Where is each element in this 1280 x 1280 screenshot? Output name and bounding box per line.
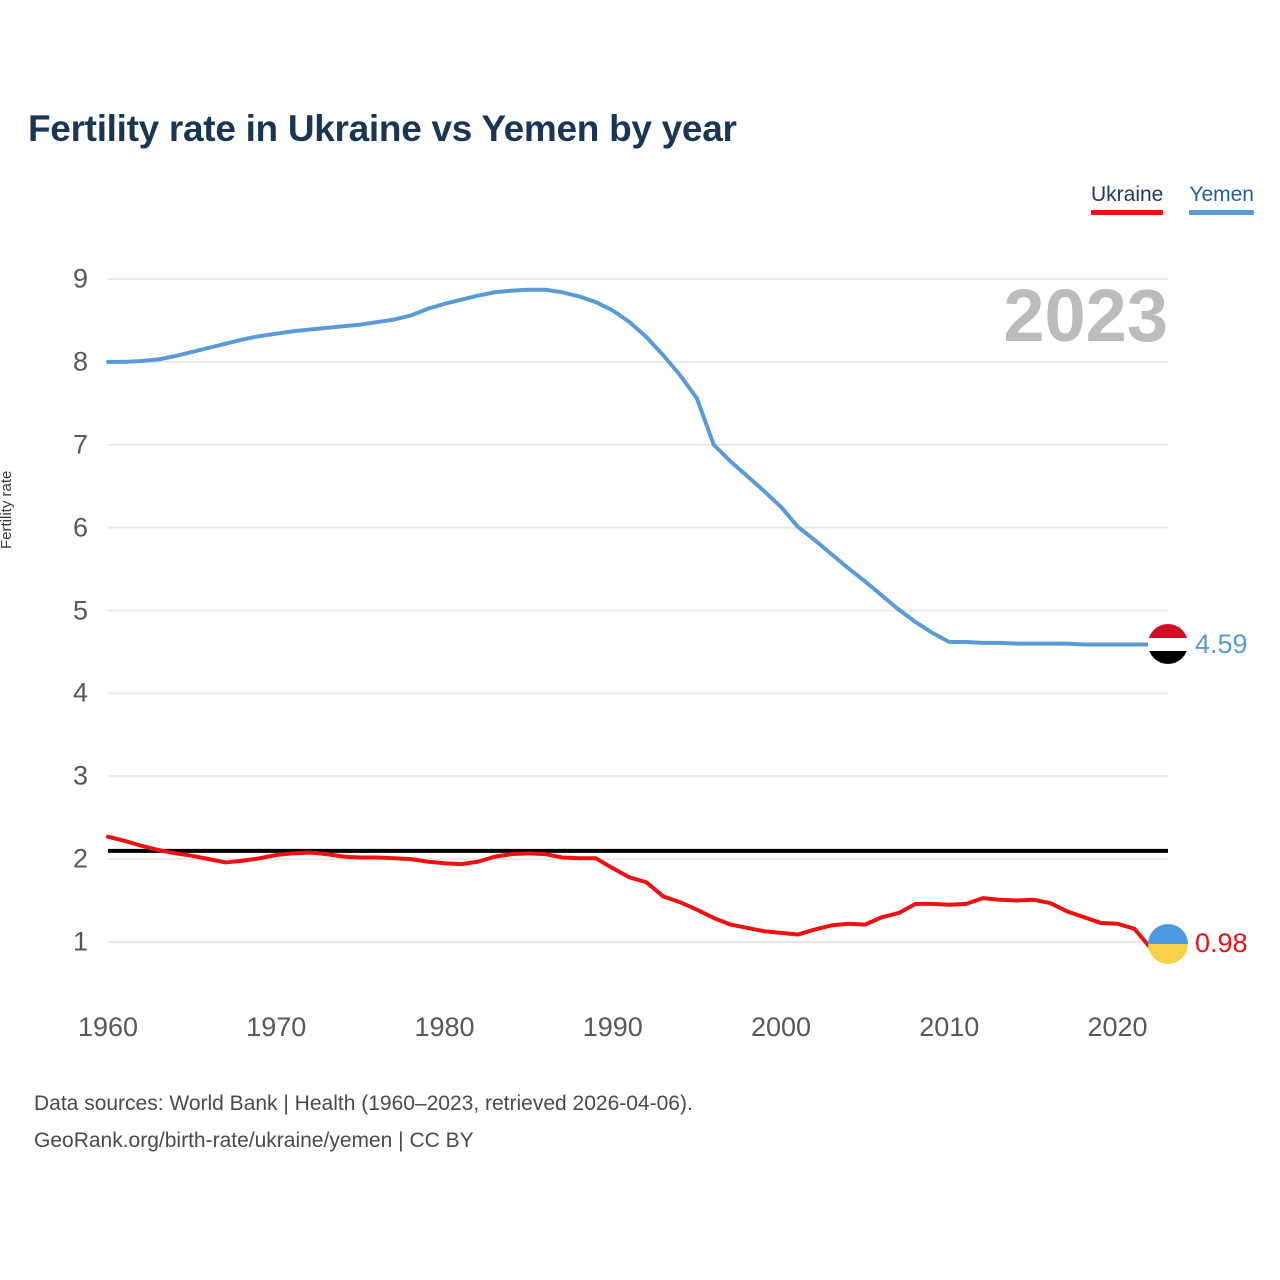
y-tick-label: 7 <box>72 429 88 460</box>
legend-item-yemen[interactable]: Yemen <box>1189 182 1254 215</box>
x-tick-label: 1980 <box>414 1012 475 1042</box>
footer-attribution: GeoRank.org/birth-rate/ukraine/yemen | C… <box>34 1129 474 1152</box>
legend-swatch-ukraine <box>1091 210 1164 215</box>
end-marker-ukraine: 0.98 <box>1148 923 1248 964</box>
y-tick-label: 8 <box>72 346 88 377</box>
ukraine-flag-icon <box>1148 923 1188 964</box>
yemen-flag-icon <box>1148 624 1188 665</box>
y-tick-label: 3 <box>72 760 88 791</box>
legend-item-ukraine[interactable]: Ukraine <box>1091 182 1164 215</box>
legend-label-ukraine: Ukraine <box>1091 183 1164 206</box>
chart-legend: Ukraine Yemen <box>1091 182 1254 215</box>
year-watermark: 2023 <box>1003 274 1168 357</box>
y-tick-label: 1 <box>72 926 88 957</box>
x-tick-label: 1960 <box>77 1012 139 1042</box>
end-value-yemen: 4.59 <box>1195 628 1248 659</box>
gridlines <box>108 278 1168 943</box>
legend-label-yemen: Yemen <box>1189 183 1254 206</box>
x-tick-label: 2000 <box>750 1012 812 1042</box>
x-tick-label: 2020 <box>1087 1012 1148 1042</box>
end-marker-yemen: 4.59 <box>1148 624 1248 665</box>
footer-data-sources: Data sources: World Bank | Health (1960–… <box>34 1092 693 1115</box>
line-series-ukraine <box>106 834 1170 951</box>
y-axis-title: Fertility rate <box>0 470 15 549</box>
y-tick-label: 5 <box>72 595 88 625</box>
page-title: Fertility rate in Ukraine vs Yemen by ye… <box>28 108 737 149</box>
footer: Data sources: World Bank | Health (1960–… <box>34 1085 693 1159</box>
x-axis-tick-labels: 1960 1970 1980 1990 2000 2010 2020 <box>78 1012 1168 1052</box>
y-axis-tick-labels: 1 2 3 4 5 6 7 8 9 <box>42 264 88 957</box>
plot-svg <box>106 278 1170 951</box>
plot-area <box>106 278 1170 951</box>
x-tick-label: 1970 <box>246 1012 307 1042</box>
legend-swatch-yemen <box>1189 210 1254 215</box>
line-series-yemen <box>106 287 1170 647</box>
y-tick-label: 9 <box>72 263 88 294</box>
x-tick-label: 1990 <box>582 1012 643 1042</box>
y-tick-label: 4 <box>72 677 88 708</box>
end-value-ukraine: 0.98 <box>1195 928 1248 959</box>
y-tick-label: 6 <box>72 512 88 543</box>
y-tick-label: 2 <box>72 843 88 874</box>
x-tick-label: 2010 <box>919 1012 980 1042</box>
